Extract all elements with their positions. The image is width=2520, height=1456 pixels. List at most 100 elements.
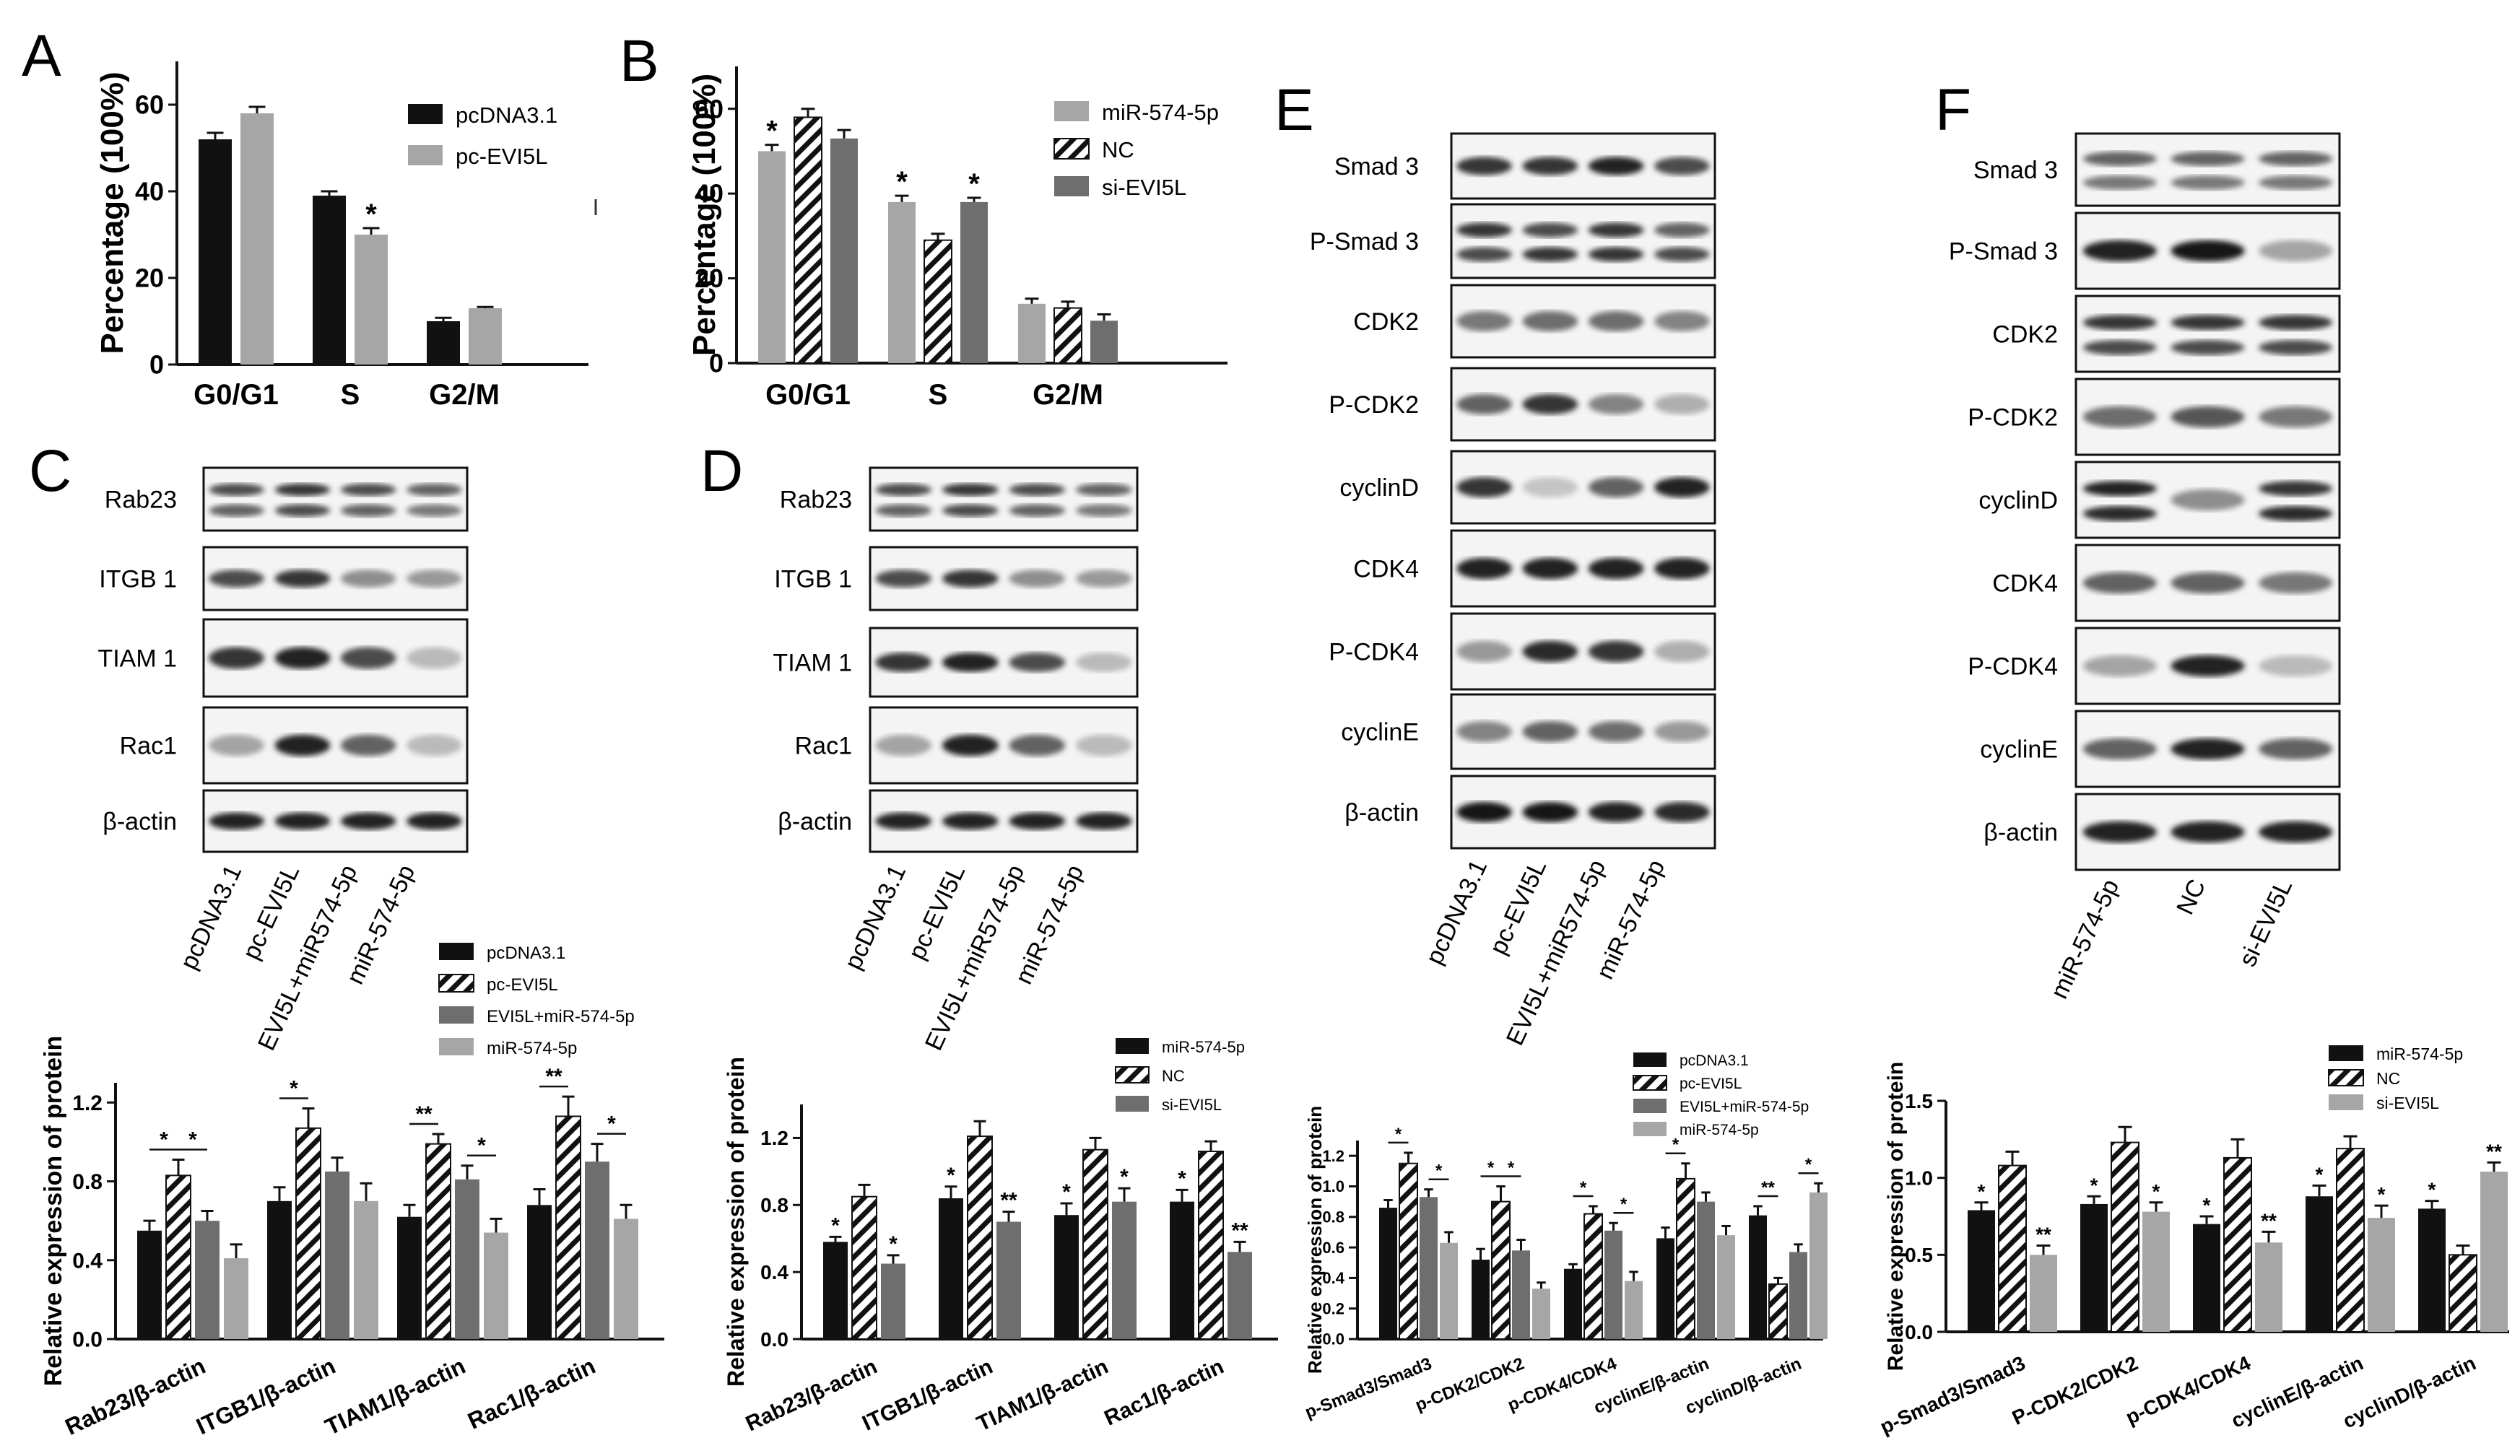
bar-C_chart-2-3 [484,1232,508,1339]
bar-D_chart-1-0 [939,1198,963,1339]
y-axis-label: Relative expression of protein [40,1036,67,1387]
blot-band [1522,557,1578,580]
blot-band [1456,247,1512,262]
blot-band [1522,640,1578,663]
legend-label: pc-EVI5L [1680,1076,1742,1092]
legend-swatch [2329,1045,2363,1061]
blot-band [2082,175,2157,190]
significance-star: * [766,115,778,147]
blot-band [1075,570,1132,588]
category-label: ITGB1/β-actin [192,1353,339,1440]
blot-band [1456,802,1512,822]
bar-B-0-1 [794,116,822,364]
bar-F_chart-3-0 [2306,1196,2333,1332]
lane-label: pc-EVI5L [1485,855,1552,959]
blot-band [2082,655,2157,677]
blot-band [942,653,999,672]
y-tick-label: 0.0 [1322,1330,1344,1348]
blot-band [209,812,264,830]
blot-band [1654,222,1710,237]
blot-band [2259,738,2333,760]
legend-label: pc-EVI5L [487,975,558,995]
y-tick-label: 0.5 [1905,1244,1933,1266]
blot-frame [2074,132,2341,207]
blot-band [1522,802,1578,822]
y-tick-label: 0.4 [72,1249,103,1273]
blot-band [1075,812,1132,830]
blot-band [2082,152,2157,166]
significance-star: * [1580,1178,1587,1198]
legend-swatch [1115,1066,1150,1084]
bar-D_chart-1-1 [967,1135,993,1341]
blot-band [875,812,932,830]
blot-band [1522,311,1578,331]
bar-C_chart-1-1 [295,1127,321,1341]
bar-D_chart-3-2 [1228,1252,1252,1339]
blot-band [2171,240,2245,262]
y-tick-label: 40 [135,177,164,206]
blot-band [340,483,396,497]
blot-band [1654,311,1710,331]
blot-band [1456,311,1512,331]
significance-star: * [477,1134,486,1158]
significance-star: ** [1231,1219,1248,1242]
blot-band [2259,655,2333,677]
panel-letter-d: D [700,438,743,504]
bar-F_chart-4-0 [2418,1208,2446,1332]
blot-band [2082,315,2157,331]
blot-band [1456,640,1512,663]
y-tick-label: 1.5 [1905,1090,1933,1112]
bar-F_chart-2-2 [2255,1242,2282,1332]
blot-band [2171,175,2245,190]
bar-F_chart-3-2 [2368,1218,2395,1332]
legend-label: si-EVI5L [1102,175,1186,200]
blot-band [2259,481,2333,497]
legend: pcDNA3.1 pc-EVI5L EVI5L+miR-574-5p miR-574-… [1633,1052,1809,1138]
blot-band [1009,483,1066,497]
blot-band [1456,222,1512,237]
y-tick-label: 0.8 [1322,1208,1344,1226]
blot-band [274,734,331,757]
blot-band [2082,505,2157,521]
blot-band [1456,477,1512,497]
blot-band [942,570,999,588]
blot-band [942,812,999,830]
bar-F_chart-1-1 [2111,1141,2139,1333]
blot-row-label: cyclinD [1978,487,2058,514]
blot-band [407,483,462,497]
blot-band [1588,477,1644,497]
legend-swatch [1116,1096,1149,1112]
bar-B-2-1 [1053,307,1082,364]
blot-band [1654,802,1710,822]
blot-band [2259,175,2333,190]
blot-band [1075,653,1132,672]
blot-frame [1450,203,1716,279]
y-tick-label: 0.0 [72,1328,103,1352]
blot-band [875,734,932,757]
blot-band [274,504,331,517]
panel-letter-f: F [1935,77,1971,143]
significance-star: * [1178,1167,1186,1190]
blot-band [2171,821,2245,843]
chart-D_chart: 0.0 0.4 0.8 1.2 Relative expression of prote… [723,1038,1278,1436]
bar-E_chart-3-2 [1697,1201,1715,1339]
blot-band [942,483,999,497]
significance-star: * [160,1128,168,1152]
blot-band [1522,157,1578,175]
blot-band [1588,394,1644,414]
blot-band [407,734,462,757]
blot-band [274,812,331,830]
blot-band [209,647,264,669]
legend-swatch [1054,176,1089,196]
blot-band [2082,738,2157,760]
y-axis-label: Relative expression of protein [1304,1106,1326,1374]
significance-star: ** [2486,1140,2502,1162]
blot-band [2259,821,2333,843]
bar-B-0-2 [830,138,858,364]
significance-star: * [1062,1180,1071,1204]
blot-band [2259,572,2333,594]
bar-B-0-0 [758,151,786,363]
bar-C_chart-3-1 [555,1115,581,1341]
blot-row-label: ITGB 1 [774,565,852,593]
